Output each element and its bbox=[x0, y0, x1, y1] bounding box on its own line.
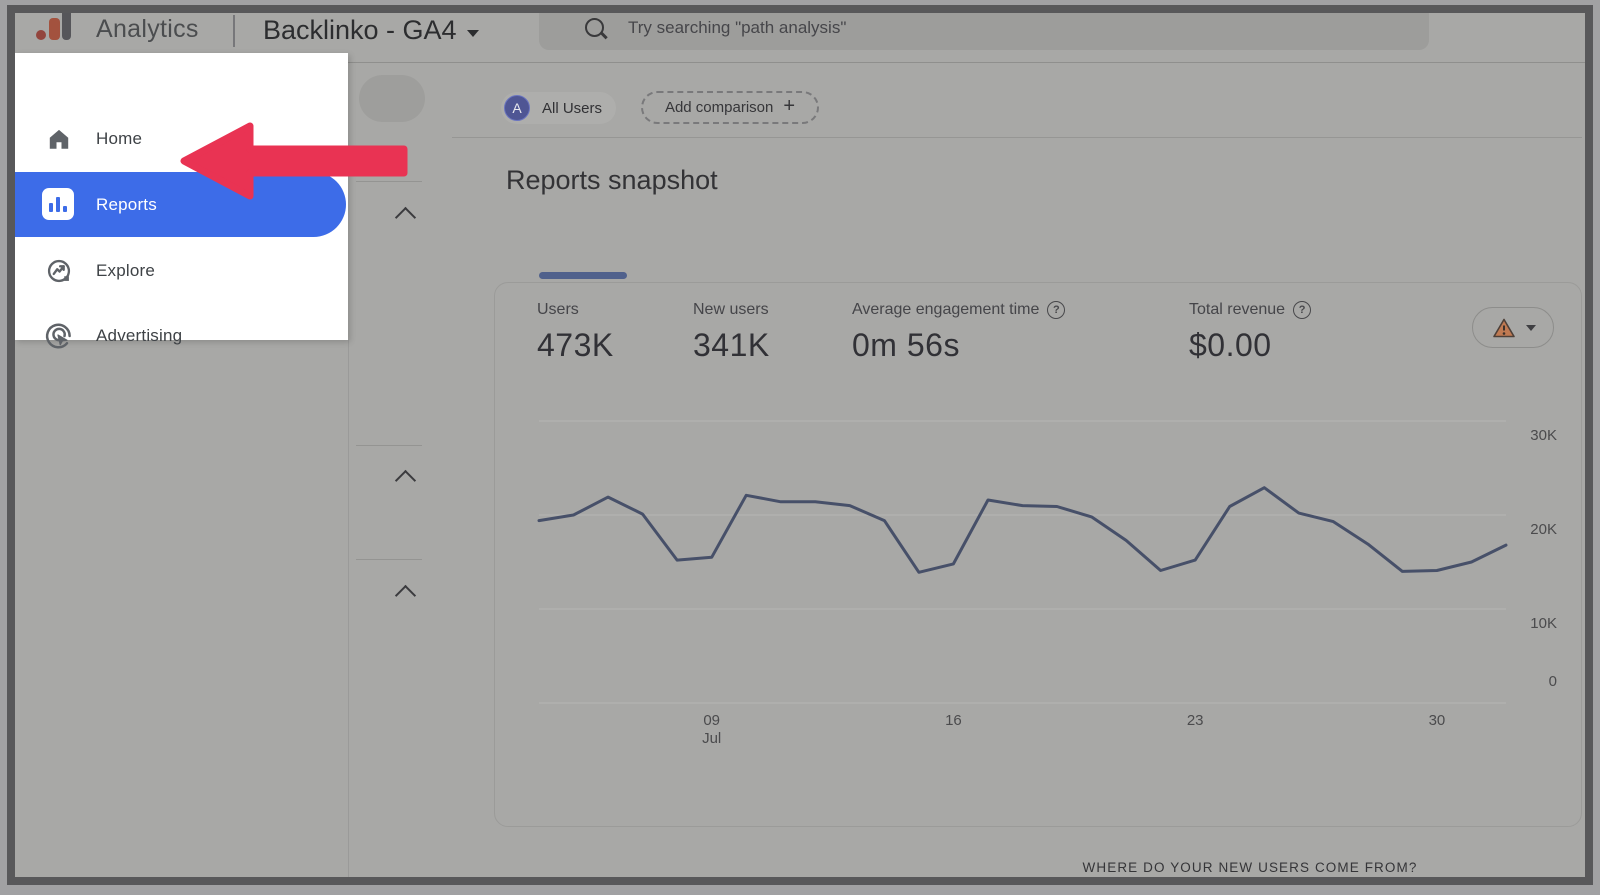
sidebar-item-home[interactable]: Home bbox=[15, 121, 348, 157]
property-switcher[interactable]: Backlinko - GA4 bbox=[263, 15, 479, 46]
product-name: Analytics bbox=[96, 15, 199, 43]
explore-icon bbox=[43, 255, 75, 287]
screenshot-frame bbox=[7, 5, 1593, 885]
audience-chip-all-users[interactable]: A All Users bbox=[501, 92, 617, 124]
metric-label: Average engagement time bbox=[852, 301, 1040, 318]
home-icon bbox=[43, 123, 75, 155]
metric-value: 0m 56s bbox=[852, 327, 960, 363]
search-icon bbox=[585, 18, 604, 37]
sidebar-item-advertising[interactable]: Advertising bbox=[15, 318, 348, 354]
bottom-card-title: WHERE DO YOUR NEW USERS COME FROM? bbox=[1082, 860, 1418, 875]
selected-report-pill[interactable] bbox=[359, 75, 425, 122]
comparison-bar-divider bbox=[452, 137, 1582, 138]
bar-chart-icon bbox=[42, 188, 74, 220]
add-comparison-button[interactable]: Add comparison + bbox=[641, 91, 819, 124]
collapse-chevron-up-icon[interactable] bbox=[394, 206, 417, 229]
sidebar-item-label: Reports bbox=[96, 194, 157, 214]
logo-dot bbox=[36, 30, 46, 40]
help-icon[interactable]: ? bbox=[1047, 301, 1066, 319]
sidebar-item-reports[interactable]: Reports bbox=[15, 172, 346, 237]
sidebar-item-label: Home bbox=[96, 129, 143, 148]
logo-bar bbox=[62, 13, 71, 40]
add-comparison-label: Add comparison bbox=[664, 99, 774, 116]
metric-value: $0.00 bbox=[1189, 327, 1272, 363]
advertising-icon bbox=[43, 320, 75, 352]
chevron-down-icon bbox=[1525, 324, 1536, 331]
help-icon[interactable]: ? bbox=[1293, 301, 1312, 319]
scorecard-total-revenue: Total revenue ? $0.00 bbox=[1189, 301, 1312, 364]
analytics-app: Analytics Backlinko - GA4 Try searching … bbox=[15, 13, 1585, 877]
logo-bar bbox=[49, 18, 60, 40]
sidebar-item-label: Explore bbox=[96, 261, 156, 280]
metric-value: 341K bbox=[693, 327, 770, 363]
collapse-chevron-up-icon[interactable] bbox=[394, 469, 417, 492]
sidebar-item-explore[interactable]: Explore bbox=[15, 253, 348, 289]
main-nav-sidebar: Home Reports Explore bbox=[15, 53, 348, 349]
metric-label: Total revenue bbox=[1189, 301, 1286, 318]
annotation-arrow-icon bbox=[180, 122, 408, 200]
scorecard-users: Users 473K bbox=[537, 301, 614, 364]
insights-warning-button[interactable] bbox=[1472, 307, 1554, 348]
nav-rail-edge bbox=[348, 340, 349, 877]
chevron-down-icon bbox=[466, 30, 479, 37]
page-title: Reports snapshot bbox=[506, 165, 718, 195]
warning-triangle-icon bbox=[1492, 318, 1515, 337]
scorecard-avg-engagement-time: Average engagement time ? 0m 56s bbox=[852, 301, 1066, 364]
audience-chip-label: All Users bbox=[542, 99, 603, 117]
plus-icon: + bbox=[783, 95, 796, 117]
sidebar-item-label: Advertising bbox=[96, 326, 183, 345]
search-input[interactable]: Try searching "path analysis" bbox=[539, 13, 1429, 50]
metric-label: New users bbox=[693, 301, 769, 318]
nav-divider bbox=[356, 559, 422, 560]
scorecard-new-users: New users 341K bbox=[693, 301, 770, 364]
topbar-divider bbox=[233, 15, 235, 47]
collapse-chevron-up-icon[interactable] bbox=[394, 584, 417, 607]
audience-avatar: A bbox=[504, 95, 530, 121]
nav-divider bbox=[356, 445, 422, 446]
topbar-bottom-divider bbox=[15, 62, 1585, 63]
metric-value: 473K bbox=[537, 327, 614, 363]
metric-label: Users bbox=[537, 301, 579, 318]
active-tab-indicator bbox=[539, 272, 627, 279]
reports-snapshot-card bbox=[494, 282, 1582, 827]
property-name: Backlinko - GA4 bbox=[263, 15, 457, 45]
nav-divider bbox=[356, 181, 422, 182]
search-placeholder: Try searching "path analysis" bbox=[628, 17, 847, 37]
